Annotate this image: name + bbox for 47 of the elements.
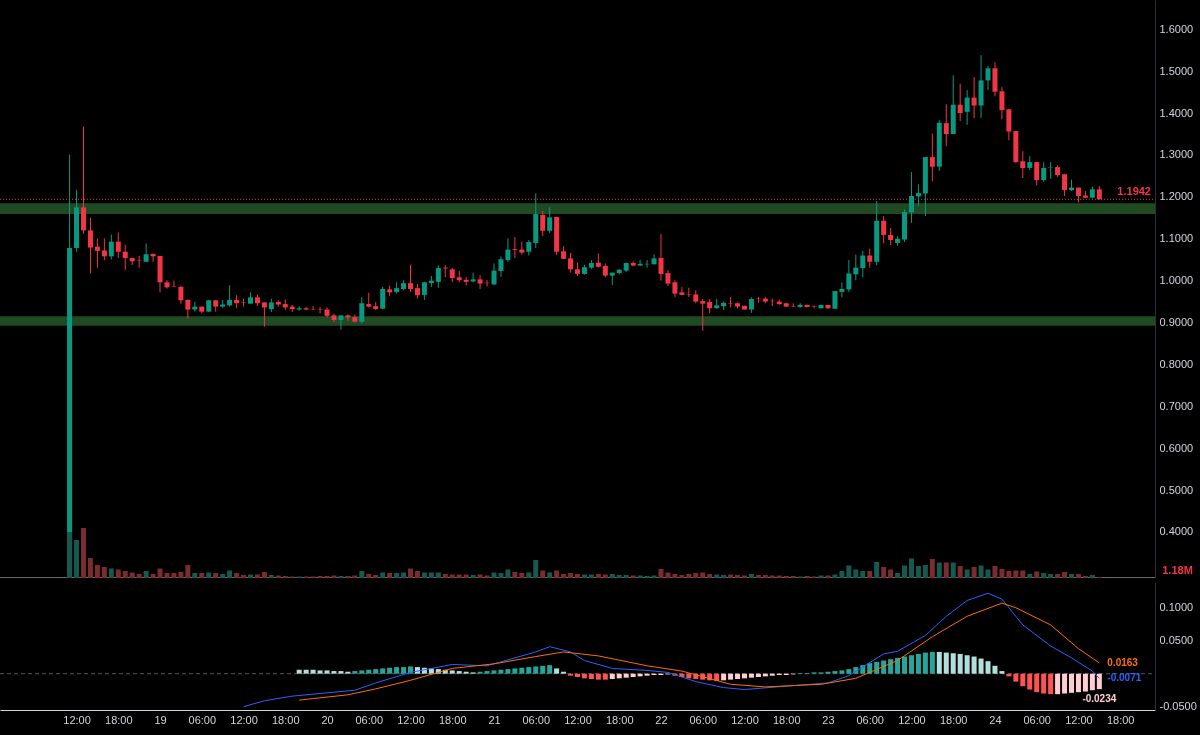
x-tick-label: 06:00 [188,713,217,726]
y-tick-label: 0.4000 [1159,525,1194,538]
x-tick-label: 06:00 [355,713,384,726]
y-tick-label: 0.8000 [1159,357,1194,370]
x-tick-label: 23 [822,713,835,726]
data-label: -0.0234 [1082,693,1117,705]
y-tick-label: 1.4000 [1159,106,1194,119]
y-tick-label: 1.2000 [1159,190,1194,203]
x-tick-label: 12:00 [230,713,258,726]
x-tick-label: 06:00 [1023,713,1051,726]
x-tick-label: 18:00 [939,713,968,726]
y-tick-label: 0.0500 [1159,634,1194,647]
data-label: -0.0071 [1107,672,1142,684]
x-tick-label: 12:00 [898,713,926,726]
y-tick-label: 1.0000 [1159,274,1194,287]
x-tick-label: 20 [321,713,334,726]
x-tick-label: 18:00 [105,713,133,726]
text: 1.18M [1162,564,1193,576]
x-tick-label: 21 [488,713,501,726]
y-tick-label: 0.9000 [1159,316,1194,329]
ref-line-label: 1.1942 [1117,185,1151,198]
x-tick-label: 24 [989,713,1002,726]
x-tick-label: 12:00 [397,713,425,726]
y-tick-label: 0.1000 [1159,601,1194,614]
x-tick-label: 18:00 [438,713,467,726]
y-tick-label: 0.6000 [1159,441,1194,454]
x-tick-label: 18:00 [605,713,634,726]
data-label: 0.0163 [1107,656,1139,668]
x-tick-label: 06:00 [689,713,718,726]
x-tick-label: 19 [154,713,167,726]
y-tick-label: 1.5000 [1159,64,1194,77]
x-tick-label: 12:00 [731,713,759,726]
y-tick-label: 1.6000 [1159,22,1194,35]
y-tick-label: -0.0500 [1159,700,1197,713]
x-tick-label: 12:00 [564,713,592,726]
y-tick-label: 1.3000 [1159,148,1194,161]
y-tick-label: 0.5000 [1159,483,1194,496]
x-tick-label: 18:00 [1106,713,1135,726]
y-tick-label: 0.7000 [1159,399,1194,412]
x-tick-label: 22 [655,713,668,726]
x-tick-label: 06:00 [522,713,551,726]
x-tick-label: 18:00 [272,713,300,726]
x-tick-label: 12:00 [63,713,91,726]
x-tick-label: 12:00 [1065,713,1093,726]
x-tick-label: 18:00 [772,713,801,726]
x-tick-label: 06:00 [856,713,884,726]
y-tick-label: 1.1000 [1159,232,1194,245]
